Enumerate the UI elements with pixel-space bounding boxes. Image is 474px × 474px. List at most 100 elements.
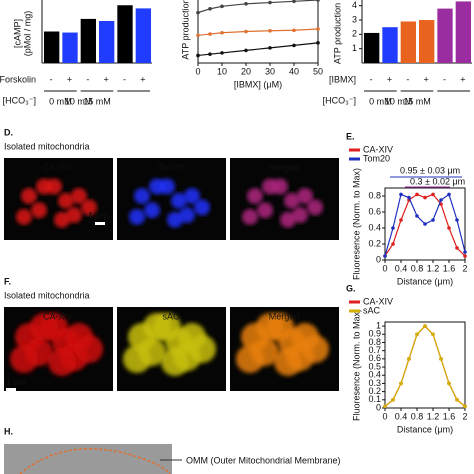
image-title: CA-XIV [43, 162, 73, 172]
point [415, 332, 419, 337]
group-label: 0 mM [49, 96, 72, 106]
image-title: sAC [162, 311, 180, 321]
point [196, 33, 200, 38]
point [447, 226, 451, 230]
legend-label: CA-XIV [363, 144, 393, 154]
image [4, 307, 113, 391]
y-tick-label: 0.8 [368, 190, 381, 200]
point [316, 27, 320, 31]
blob [184, 188, 200, 204]
x-tick-label: 2 [462, 411, 467, 421]
group-label: 15 mM [403, 96, 431, 106]
panel-letter: F. [4, 276, 11, 286]
blob [262, 178, 278, 195]
blob [297, 188, 313, 204]
y-tick-label: 3 [352, 14, 357, 24]
point [292, 0, 296, 4]
row-label: [HCO₃⁻] [3, 95, 36, 105]
x-axis-label: Distance (μm) [397, 276, 453, 286]
blob [247, 188, 263, 204]
blob [144, 202, 160, 219]
sign: - [86, 74, 89, 84]
image [230, 158, 339, 240]
series-line [197, 0, 319, 14]
x-tick-label: 1.2 [427, 263, 440, 273]
image [117, 307, 226, 391]
annotation: OMM (Outer Mitochondrial Membrane) [186, 455, 341, 465]
series-line [384, 325, 466, 407]
sign: - [50, 74, 53, 84]
y-tick-label: 0.1 [368, 394, 381, 404]
point [463, 254, 467, 258]
blob [301, 335, 329, 363]
image-title: CA-XIV [43, 311, 73, 321]
point [383, 404, 387, 409]
em-image [4, 444, 172, 474]
x-tick-label: 1.6 [443, 263, 456, 273]
blob [58, 192, 74, 209]
image-title: Merged [269, 162, 300, 172]
panel-letter: D. [4, 127, 13, 137]
bar [419, 20, 435, 63]
point [391, 398, 395, 402]
point [196, 53, 200, 58]
image [230, 307, 339, 391]
y-tick-label: 4 [352, 0, 357, 10]
y-tick-label: 0.3 [368, 378, 381, 388]
x-tick-label: 0.8 [411, 411, 424, 421]
blob [307, 199, 323, 216]
point [268, 28, 272, 33]
x-tick-label: 1.2 [427, 411, 440, 421]
sign: + [424, 74, 429, 84]
x-tick-label: 2 [462, 263, 467, 273]
image [117, 158, 226, 240]
y-tick-label: 0.2 [368, 238, 381, 248]
point [423, 222, 427, 226]
bar [99, 21, 115, 63]
blob [75, 335, 103, 363]
sign: - [406, 74, 409, 84]
bar [364, 32, 380, 63]
y-tick-label: 1 [376, 320, 381, 330]
group-label: 0 mM [369, 96, 392, 106]
y-tick-label: 0 [376, 402, 381, 412]
blob [284, 192, 300, 209]
omm-outline [19, 448, 171, 474]
blob [194, 199, 210, 216]
blob [149, 178, 165, 195]
point [391, 226, 395, 230]
sign: - [370, 74, 373, 84]
x-axis-label: [IBMX] (μM) [234, 79, 282, 89]
blob [48, 348, 76, 376]
bar [80, 18, 96, 63]
x-tick-label: 20 [241, 66, 251, 76]
blob [16, 208, 32, 225]
scale-bar [6, 388, 16, 391]
point [439, 357, 443, 361]
x-tick-label: 0.8 [411, 263, 424, 273]
point [415, 214, 419, 218]
blob [167, 211, 183, 228]
point [447, 381, 451, 386]
y-axis-label: [cAMP] [12, 19, 22, 48]
y-tick-label: 0.8 [368, 337, 381, 347]
blob [143, 313, 171, 341]
blob [292, 207, 308, 223]
scale-label: 1 μm [88, 210, 108, 220]
point [208, 7, 212, 11]
legend-label: CA-XIV [363, 296, 393, 306]
point [423, 195, 427, 200]
bar [455, 1, 471, 63]
blob [179, 207, 195, 223]
x-tick-label: 0 [382, 263, 387, 273]
point [220, 30, 224, 35]
x-tick-label: 0.4 [395, 263, 408, 273]
point [244, 48, 248, 53]
panel-letter: E. [346, 131, 355, 141]
image-title: Merged [269, 311, 300, 321]
row-label: [IBMX] [329, 74, 356, 84]
y-tick-label: 2 [352, 29, 357, 39]
plot-frame [384, 187, 466, 261]
bar [135, 8, 151, 63]
